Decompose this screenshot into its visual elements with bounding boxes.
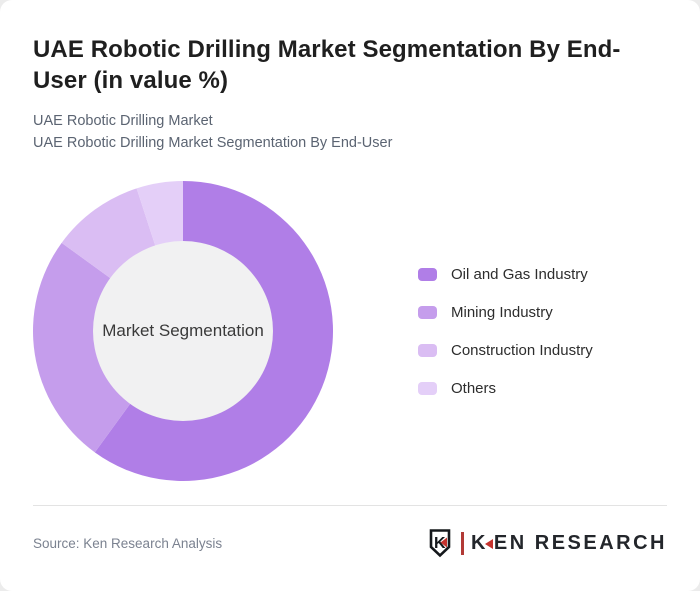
legend-item[interactable]: Oil and Gas Industry — [418, 263, 593, 285]
donut-center-label: Market Segmentation — [102, 321, 264, 341]
subtitle-line-1: UAE Robotic Drilling Market — [33, 113, 213, 130]
logo-letter-k: K — [470, 531, 488, 554]
footer-divider — [33, 505, 667, 506]
logo-divider-bar — [460, 531, 464, 555]
logo-red-triangle-icon — [484, 538, 493, 549]
chart-subtitle: UAE Robotic Drilling Market UAE Robotic … — [33, 111, 667, 154]
legend-item[interactable]: Mining Industry — [418, 301, 593, 323]
legend-label: Oil and Gas Industry — [451, 265, 588, 283]
legend-label: Others — [451, 379, 497, 397]
legend-item[interactable]: Others — [418, 377, 593, 399]
logo-wordmark: K EN RESEARCH — [471, 532, 667, 555]
legend-swatch-icon — [418, 343, 437, 357]
donut-chart: Market Segmentation — [33, 181, 333, 482]
legend-swatch-icon — [418, 305, 437, 319]
legend-label: Mining Industry — [451, 303, 553, 321]
ken-research-logo: K K EN RESEARCH — [428, 528, 667, 558]
source-text: Source: Ken Research Analysis — [33, 535, 223, 551]
logo-rest-text: EN RESEARCH — [493, 531, 667, 554]
chart-legend: Oil and Gas Industry Mining Industry Const… — [418, 263, 593, 399]
footer: Source: Ken Research Analysis K K EN RESE… — [33, 506, 667, 576]
donut-inner-circle — [93, 241, 273, 422]
page-title: UAE Robotic Drilling Market Segmentation… — [33, 36, 621, 95]
subtitle-line-2: UAE Robotic Drilling Market Segmentation… — [33, 134, 393, 151]
svg-text:K: K — [434, 535, 446, 552]
chart-area: Market Segmentation Oil and Gas Industry… — [33, 181, 667, 482]
donut-svg — [33, 181, 333, 482]
legend-item[interactable]: Construction Industry — [418, 339, 593, 361]
legend-swatch-icon — [418, 381, 437, 395]
legend-label: Construction Industry — [451, 341, 593, 359]
legend-swatch-icon — [418, 267, 437, 281]
ken-research-emblem-icon: K — [429, 529, 451, 558]
